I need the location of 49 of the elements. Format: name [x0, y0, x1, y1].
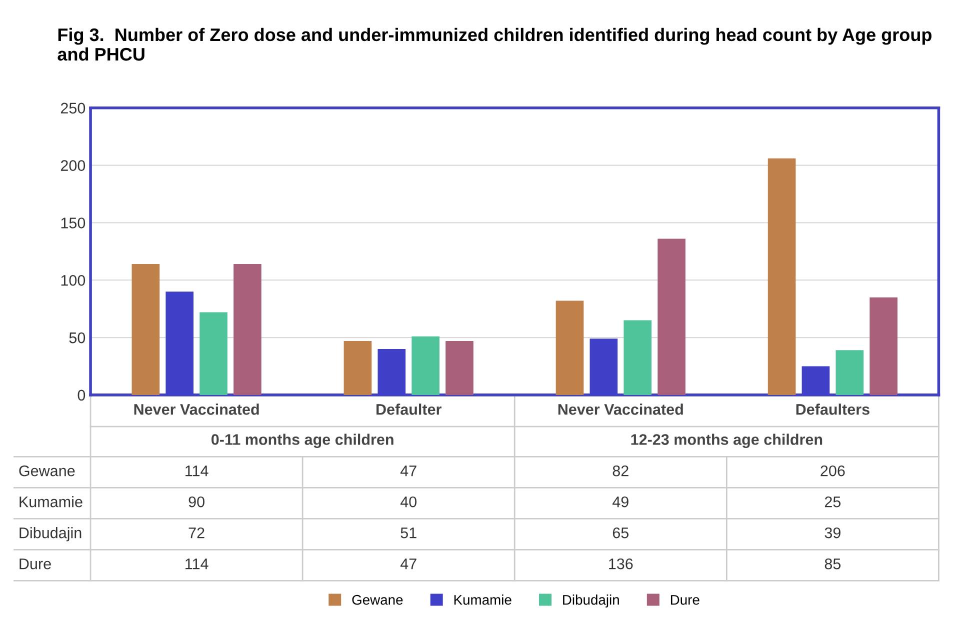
data-label: 85 [824, 558, 841, 570]
data-label: 51 [400, 528, 416, 538]
bar [768, 158, 796, 395]
bar [446, 340, 474, 395]
text: Kumamie [20, 496, 82, 508]
data-label: 206 [820, 465, 845, 476]
data-label: 25 [824, 496, 841, 508]
bar [624, 320, 652, 395]
data-label: 47 [400, 558, 416, 570]
bar [344, 340, 372, 395]
legend-label: Kumamie [454, 594, 512, 605]
text: Dibudajin [20, 527, 82, 542]
text: 0-11 months age children [211, 434, 394, 448]
legend-label: Dure [670, 595, 700, 605]
data-label: 72 [188, 527, 204, 538]
y-tick-label: 150 [61, 218, 86, 228]
data-label: 82 [612, 465, 628, 476]
y-tick-label: 100 [61, 274, 86, 286]
bar [870, 297, 898, 395]
data-label: 40 [400, 496, 416, 508]
y-tick-label: 50 [69, 332, 86, 344]
x-tick-label: Defaulter [376, 404, 442, 415]
bar [658, 238, 686, 395]
y-tick-label: 0 [78, 390, 86, 401]
bar [200, 312, 228, 395]
text: Gewane [19, 465, 75, 476]
x-tick-label: Never Vaccinated [558, 404, 683, 415]
data-label: 39 [824, 527, 840, 538]
chart-title: Fig 3. Number of Zero dose and under-immunized children identified during head count by Age group and PHCU [58, 28, 932, 61]
data-label: 47 [400, 466, 416, 476]
data-label: 114 [186, 466, 208, 476]
y-tick-label: 200 [60, 160, 86, 171]
text: 12-23 months age children [631, 434, 822, 448]
bar [132, 264, 160, 395]
y-tick-label: 250 [60, 102, 86, 114]
x-tick-label: Never Vaccinated [134, 404, 259, 415]
legend-label: Dibudajin [563, 594, 619, 608]
data-label: 114 [186, 558, 208, 570]
bar [234, 264, 262, 395]
data-label: 49 [612, 496, 628, 508]
data-label: 136 [609, 558, 633, 570]
data-label: 65 [612, 527, 628, 538]
bar [556, 300, 584, 395]
text: Dure [20, 558, 51, 570]
data-label: 90 [188, 496, 204, 508]
legend-label: Gewane [352, 594, 403, 605]
bar [836, 350, 864, 395]
x-tick-label: Defaulters [796, 404, 870, 415]
bar [412, 336, 440, 395]
